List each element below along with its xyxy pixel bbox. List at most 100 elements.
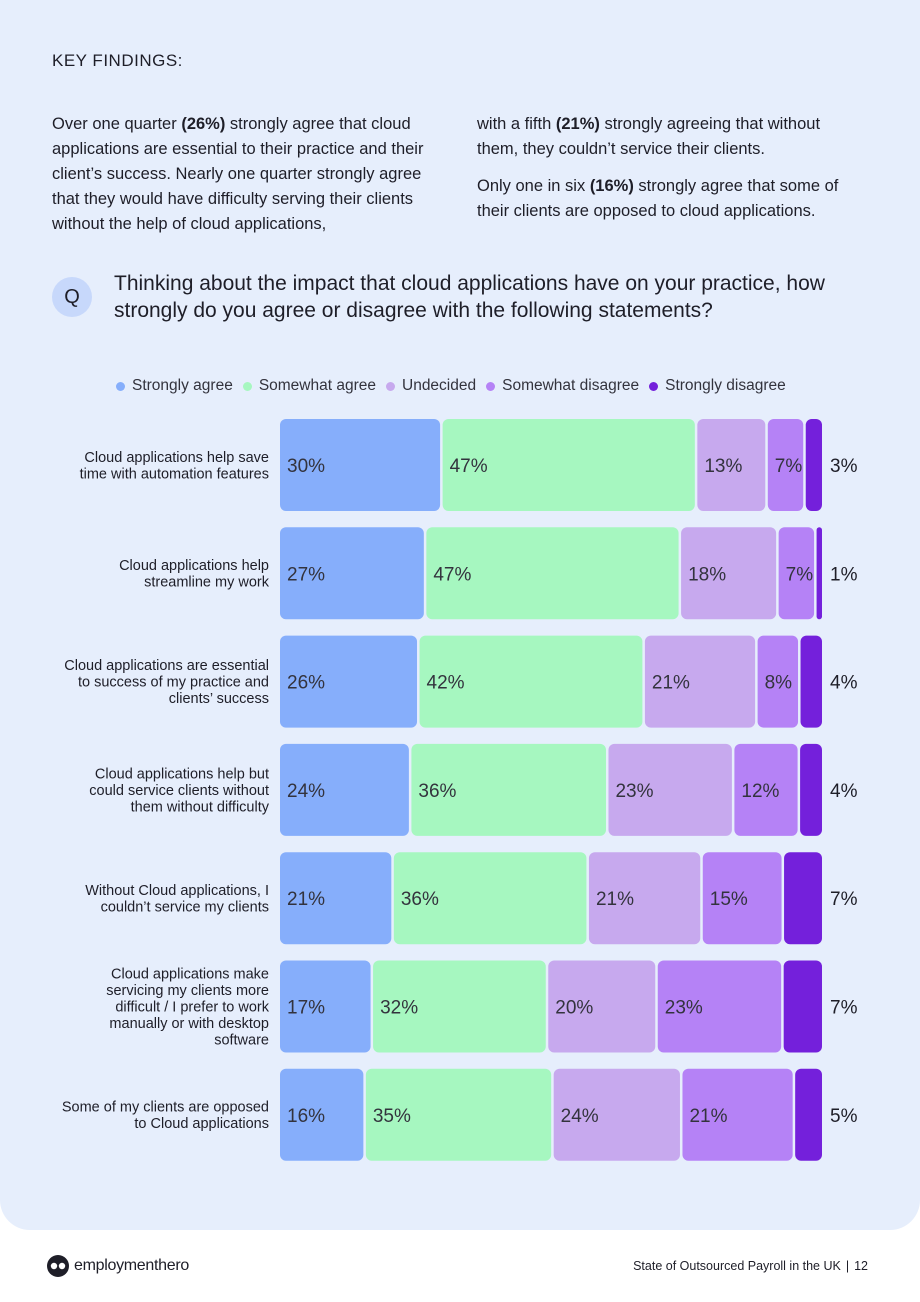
bar-segment [419, 635, 643, 728]
data-label: 21% [596, 889, 634, 910]
report-title: State of Outsourced Payroll in the UK [633, 1259, 841, 1273]
data-label: 7% [786, 564, 814, 585]
legend-item: Strongly disagree [649, 377, 786, 395]
data-label: 4% [830, 673, 858, 694]
data-label: 1% [830, 564, 858, 585]
data-label: 26% [287, 673, 325, 694]
category-label: Cloud applications help [119, 558, 269, 574]
findings-paragraph-right-1: with a fifth (21%) strongly agreeing tha… [477, 112, 857, 162]
bar-segment [784, 852, 822, 945]
legend-label: Strongly agree [132, 377, 233, 394]
bar-segment [767, 419, 804, 511]
bar-segment [280, 960, 371, 1053]
data-label: 7% [775, 456, 803, 477]
category-label: could service clients without [89, 783, 269, 799]
category-label: Some of my clients are opposed [62, 1100, 269, 1116]
legend-swatch [242, 381, 252, 391]
page-footer: State of Outsourced Payroll in the UK | 12 [633, 1259, 868, 1273]
category-label: couldn’t service my clients [101, 899, 269, 915]
data-label: 24% [287, 781, 325, 802]
category-label: to success of my practice and [78, 675, 269, 691]
findings-paragraph-right-2: Only one in six (16%) strongly agree tha… [477, 174, 857, 224]
stacked-bar-chart: 30% 47% 13% 7% 3% Cloud applications help sav… [62, 419, 858, 1161]
bar-segment [280, 635, 418, 728]
bar-segment [588, 852, 701, 945]
bar-segment [800, 635, 822, 728]
text-fragment: Only one in six [477, 177, 590, 195]
legend-swatch [386, 381, 395, 391]
category-label: Cloud applications are essential [64, 658, 269, 674]
highlight-percentage: (16%) [589, 177, 634, 195]
category-label: manually or with desktop [109, 1016, 269, 1032]
bar-segment [365, 1068, 552, 1161]
data-label: 47% [433, 564, 471, 585]
data-label: 12% [741, 781, 779, 802]
footer-separator: | [845, 1259, 850, 1273]
category-label: time with automation features [80, 466, 269, 482]
bar-segment [816, 527, 822, 620]
legend-label: Strongly disagree [665, 377, 786, 394]
bar-segment [280, 527, 424, 620]
data-label: 3% [830, 456, 858, 477]
data-label: 20% [555, 998, 593, 1019]
bar-segment [411, 743, 606, 836]
page-number: 12 [854, 1259, 868, 1273]
bar-segment [778, 527, 815, 620]
text-fragment: strongly agree that cloud applications a… [52, 115, 424, 233]
highlight-percentage: (21%) [555, 115, 600, 133]
data-label: 5% [830, 1106, 858, 1127]
category-label: Cloud applications make [111, 967, 269, 983]
bar-segment [697, 419, 766, 511]
bar-segment [757, 635, 799, 728]
category-label: servicing my clients more [106, 983, 269, 999]
legend-swatch [649, 381, 659, 391]
category-label: Without Cloud applications, I [85, 883, 269, 899]
data-label: 23% [665, 998, 703, 1019]
bar-segment [373, 960, 546, 1053]
brand-logo: employmenthero [46, 1254, 189, 1278]
data-label: 21% [689, 1106, 727, 1127]
question-text: Thinking about the impact that cloud app… [114, 272, 825, 322]
question-badge: Q [52, 277, 92, 317]
data-label: 18% [688, 564, 726, 585]
legend-label: Somewhat agree [258, 377, 376, 394]
brand-name: employmenthero [74, 1257, 189, 1274]
category-label: clients’ success [169, 691, 269, 707]
text-fragment: Over one quarter [52, 115, 182, 133]
data-label: 8% [765, 673, 793, 694]
bar-segment [280, 419, 441, 511]
category-label: them without difficulty [131, 799, 270, 815]
findings-paragraph-left: Over one quarter (26%) strongly agree th… [52, 112, 437, 237]
bar-segment [681, 527, 777, 620]
data-label: 7% [830, 889, 858, 910]
data-label: 24% [561, 1106, 599, 1127]
bar-segment [805, 419, 822, 511]
data-label: 32% [380, 998, 418, 1019]
category-label: to Cloud applications [134, 1116, 269, 1132]
findings-right-column: with a fifth (21%) strongly agreeing tha… [477, 112, 857, 236]
key-findings-heading: KEY FINDINGS: [52, 51, 183, 70]
data-label: 7% [830, 998, 858, 1019]
bar-segment [682, 1068, 793, 1161]
bar-segment [783, 960, 822, 1053]
data-label: 36% [401, 889, 439, 910]
data-label: 17% [287, 998, 325, 1019]
bar-segment [644, 635, 756, 728]
legend-item: Undecided [386, 377, 476, 395]
category-label: Cloud applications help but [95, 766, 269, 782]
bar-segment [280, 852, 392, 945]
bar-segment [442, 419, 695, 511]
data-label: 23% [615, 781, 653, 802]
category-label: software [214, 1033, 269, 1049]
bar-segment [657, 960, 782, 1053]
bar-segment [800, 743, 822, 836]
text-fragment: strongly agree that some of their client… [477, 177, 839, 220]
employment-hero-logo-icon [47, 1255, 69, 1277]
data-label: 36% [418, 781, 456, 802]
bar-segment [393, 852, 587, 945]
data-label: 15% [710, 889, 748, 910]
bar-segment [426, 527, 679, 620]
data-label: 16% [287, 1106, 325, 1127]
legend-label: Undecided [402, 377, 477, 394]
bar-segment [548, 960, 656, 1053]
